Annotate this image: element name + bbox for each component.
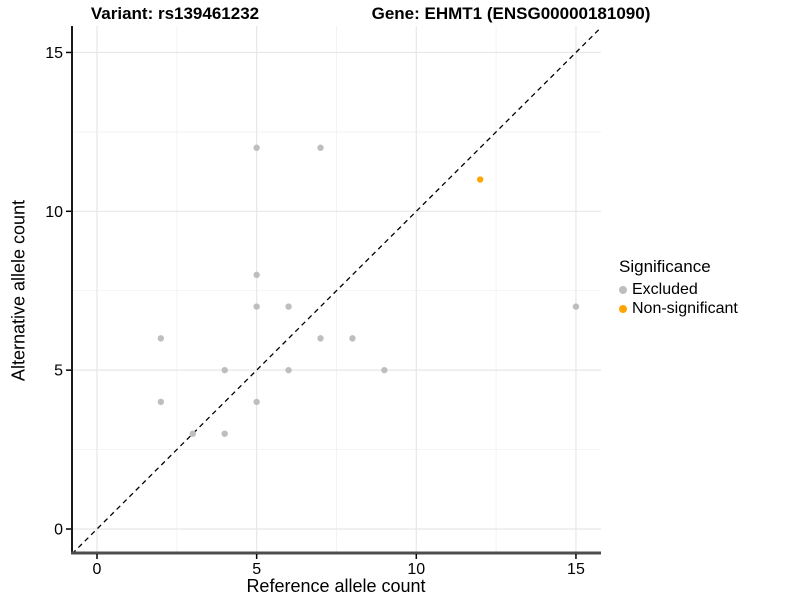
excluded-swatch-icon <box>619 285 627 294</box>
data-point-excluded <box>221 366 228 374</box>
x-tick-label: 15 <box>567 561 585 578</box>
y-axis-title: Alternative allele count <box>8 199 29 382</box>
data-point-excluded <box>317 144 324 151</box>
data-point-excluded <box>572 303 580 310</box>
x-axis-title: Reference allele count <box>246 576 426 596</box>
non-significant-swatch-icon <box>619 304 627 313</box>
data-point-excluded <box>253 144 260 151</box>
legend-item-label: Excluded <box>632 280 698 298</box>
y-tick-label: 5 <box>54 363 63 380</box>
legend-title: Significance <box>619 257 711 276</box>
data-point-excluded <box>157 335 165 342</box>
data-point-excluded <box>285 303 292 310</box>
data-point-excluded <box>349 335 356 342</box>
plot-title-gene: Gene: EHMT1 (ENSG00000181090) <box>371 4 651 23</box>
identity-line <box>71 27 602 555</box>
y-tick-label: 15 <box>45 45 63 62</box>
data-point-non-significant <box>476 176 484 183</box>
data-point-excluded <box>157 398 165 406</box>
data-point-excluded <box>285 366 292 374</box>
legend-item-label: Non-significant <box>632 299 738 317</box>
data-point-excluded <box>221 430 228 437</box>
legend-item-excluded: Excluded <box>619 280 738 299</box>
plot-title-variant: Variant: rs139461232 <box>90 4 260 23</box>
x-tick-label: 5 <box>252 561 261 578</box>
y-tick-label: 0 <box>54 522 63 539</box>
data-point-excluded <box>189 430 196 437</box>
y-tick-label: 10 <box>45 204 63 221</box>
x-tick-label: 0 <box>93 561 102 578</box>
legend: Significance Excluded Non-significant <box>619 257 738 318</box>
data-point-excluded <box>253 271 260 279</box>
data-point-excluded <box>317 335 324 342</box>
data-point-excluded <box>253 398 260 406</box>
legend-item-non-significant: Non-significant <box>619 299 738 318</box>
data-point-excluded <box>253 303 260 310</box>
x-tick-label: 10 <box>407 561 425 578</box>
data-point-excluded <box>381 366 388 374</box>
